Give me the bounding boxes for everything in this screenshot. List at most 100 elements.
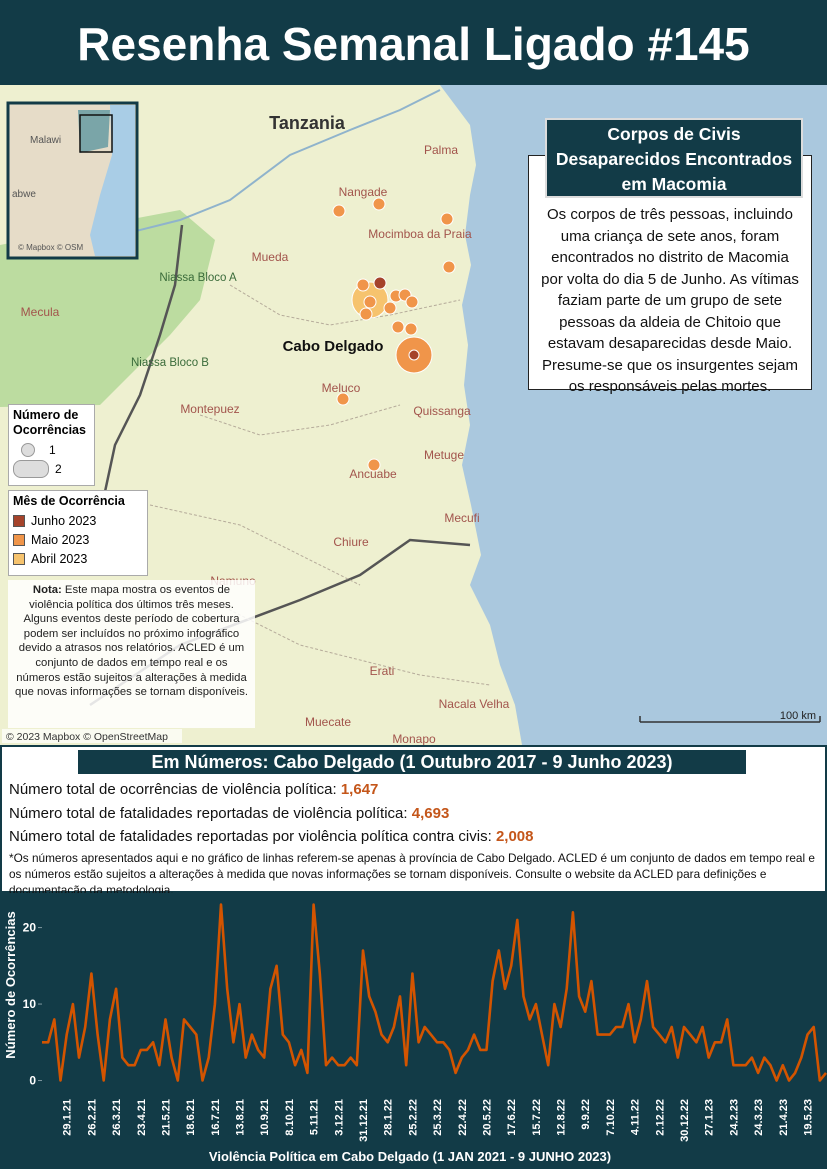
legend-row: Maio 2023 [13, 530, 143, 549]
reserve-label: Niassa Bloco A [159, 272, 237, 284]
x-tick-label: 22.4.22 [457, 1099, 469, 1136]
event-marker [363, 295, 377, 309]
event-marker [442, 260, 456, 274]
stats-box: Em Números: Cabo Delgado (1 Outubro 2017… [0, 745, 827, 897]
x-tick-label: 4.11.22 [630, 1099, 642, 1135]
place-label: Mecufi [444, 511, 479, 525]
river [119, 89, 441, 236]
event-marker [405, 295, 419, 309]
event-marker [372, 197, 386, 211]
month-swatch [13, 552, 25, 565]
road [98, 224, 184, 516]
legend-label: 2 [55, 461, 62, 476]
inset: Malawi abwe © Mapbox © OSM [6, 101, 139, 260]
legend-row: 1 [13, 440, 90, 459]
legend-row: Junho 2023 [13, 511, 143, 530]
x-tick-label: 18.6.21 [185, 1099, 197, 1136]
month-swatch [13, 514, 25, 527]
place-label: Montepuez [180, 402, 239, 416]
inset-attribution: © Mapbox © OSM [18, 243, 83, 252]
legend-label: 1 [49, 442, 56, 457]
reserve-label: Niassa Bloco B [131, 357, 209, 369]
x-tick-label: 20.5.22 [481, 1099, 493, 1136]
inset-marker [79, 114, 113, 153]
x-axis-title: Violência Política em Cabo Delgado (1 JA… [209, 1149, 611, 1164]
stat-line: Número total de ocorrências de violência… [9, 778, 819, 802]
x-tick-label: 21.5.21 [160, 1099, 172, 1136]
legend-row: 2 [13, 459, 90, 478]
x-tick-label: 3.12.21 [333, 1099, 345, 1136]
size-legend: Número de Ocorrências 1 2 [8, 404, 95, 486]
events [332, 197, 456, 472]
x-tick-label: 31.12.21 [358, 1099, 370, 1142]
x-tick-label: 29.1.21 [62, 1099, 74, 1136]
x-tick-label: 26.2.21 [86, 1099, 98, 1136]
y-axis-title: Número de Ocorrências [3, 911, 18, 1058]
x-tick-label: 5.11.21 [309, 1099, 321, 1135]
legend-label: Abril 2023 [31, 551, 88, 566]
x-tick-label: 25.3.22 [432, 1099, 444, 1136]
x-tick-label: 24.3.23 [753, 1099, 765, 1136]
x-tick-label: 2.12.22 [654, 1099, 666, 1136]
country-label: Tanzania [269, 113, 346, 133]
inset-sea [90, 105, 135, 256]
header-title: Resenha Semanal Ligado #145 [0, 0, 827, 85]
event-marker [367, 458, 381, 472]
place-label: Chiure [333, 535, 369, 549]
stats-footnote: *Os números apresentados aqui e no gráfi… [9, 850, 815, 897]
event-marker [440, 212, 454, 226]
place-label: Mecula [21, 305, 60, 319]
x-tick-label: 26.3.21 [111, 1099, 123, 1136]
line-chart: Número de Ocorrências Violência Política… [0, 893, 827, 1169]
stat-label: Número total de ocorrências de violência… [9, 781, 337, 798]
inset-label: Malawi [30, 135, 61, 146]
place-label: Nangade [339, 185, 388, 199]
map-note: Nota: Este mapa mostra os eventos de vio… [8, 580, 255, 728]
x-tick-label: 23.4.21 [136, 1099, 148, 1136]
inset-region [78, 110, 110, 153]
x-tick-label: 17.6.22 [506, 1099, 518, 1136]
stat-line: Número total de fatalidades reportadas d… [9, 802, 819, 826]
size-swatch [13, 459, 49, 478]
stats-title: Em Números: Cabo Delgado (1 Outubro 2017… [78, 750, 746, 774]
stat-value: 2,008 [495, 828, 534, 845]
x-tick-label: 9.9.22 [580, 1099, 592, 1130]
x-tick-label: 28.1.22 [383, 1099, 395, 1136]
stat-value: 4,693 [411, 804, 450, 822]
event-marker [404, 322, 418, 336]
y-tick-label: 20 [23, 921, 37, 935]
place-label: Muecate [305, 715, 351, 729]
stat-label: Número total de fatalidades reportadas d… [9, 804, 408, 822]
x-tick-label: 10.9.21 [259, 1099, 271, 1136]
inset-label: abwe [12, 189, 36, 200]
x-tick-label: 7.10.22 [605, 1099, 617, 1136]
place-label: Mueda [252, 250, 289, 264]
month-legend: Mês de Ocorrência Junho 2023 Maio 2023 Abr… [8, 490, 148, 576]
x-tick-label: 12.8.22 [556, 1099, 568, 1136]
x-tick-label: 21.4.23 [778, 1099, 790, 1136]
scale-label: 100 km [780, 710, 816, 722]
place-label: Quissanga [413, 404, 471, 418]
place-label: Ancuabe [349, 467, 397, 481]
legend-title: Mês de Ocorrência [13, 494, 125, 508]
legend-label: Maio 2023 [31, 532, 90, 547]
x-tick-label: 8.10.21 [284, 1099, 296, 1136]
attribution-bg [2, 729, 182, 743]
stats-items: Número total de ocorrências de violência… [9, 778, 819, 898]
note-label: Nota: [32, 584, 62, 596]
place-label: Monapo [392, 732, 436, 745]
map-attribution: © 2023 Mapbox © OpenStreetMap [6, 731, 168, 743]
stat-value: 1,647 [340, 781, 379, 798]
place-label: Metuge [424, 448, 464, 462]
event-marker [408, 349, 420, 361]
x-tick-label: 25.2.22 [407, 1099, 419, 1136]
event-marker [373, 276, 387, 290]
event-marker [336, 392, 350, 406]
x-tick-label: 15.7.22 [531, 1099, 543, 1136]
panel-title: Corpos de Civis Desaparecidos Encontrado… [545, 118, 803, 198]
place-label: Erati [370, 664, 395, 678]
place-label: Palma [424, 143, 458, 157]
event-marker [356, 278, 370, 292]
stat-line: Número total de fatalidades reportadas p… [9, 825, 819, 849]
